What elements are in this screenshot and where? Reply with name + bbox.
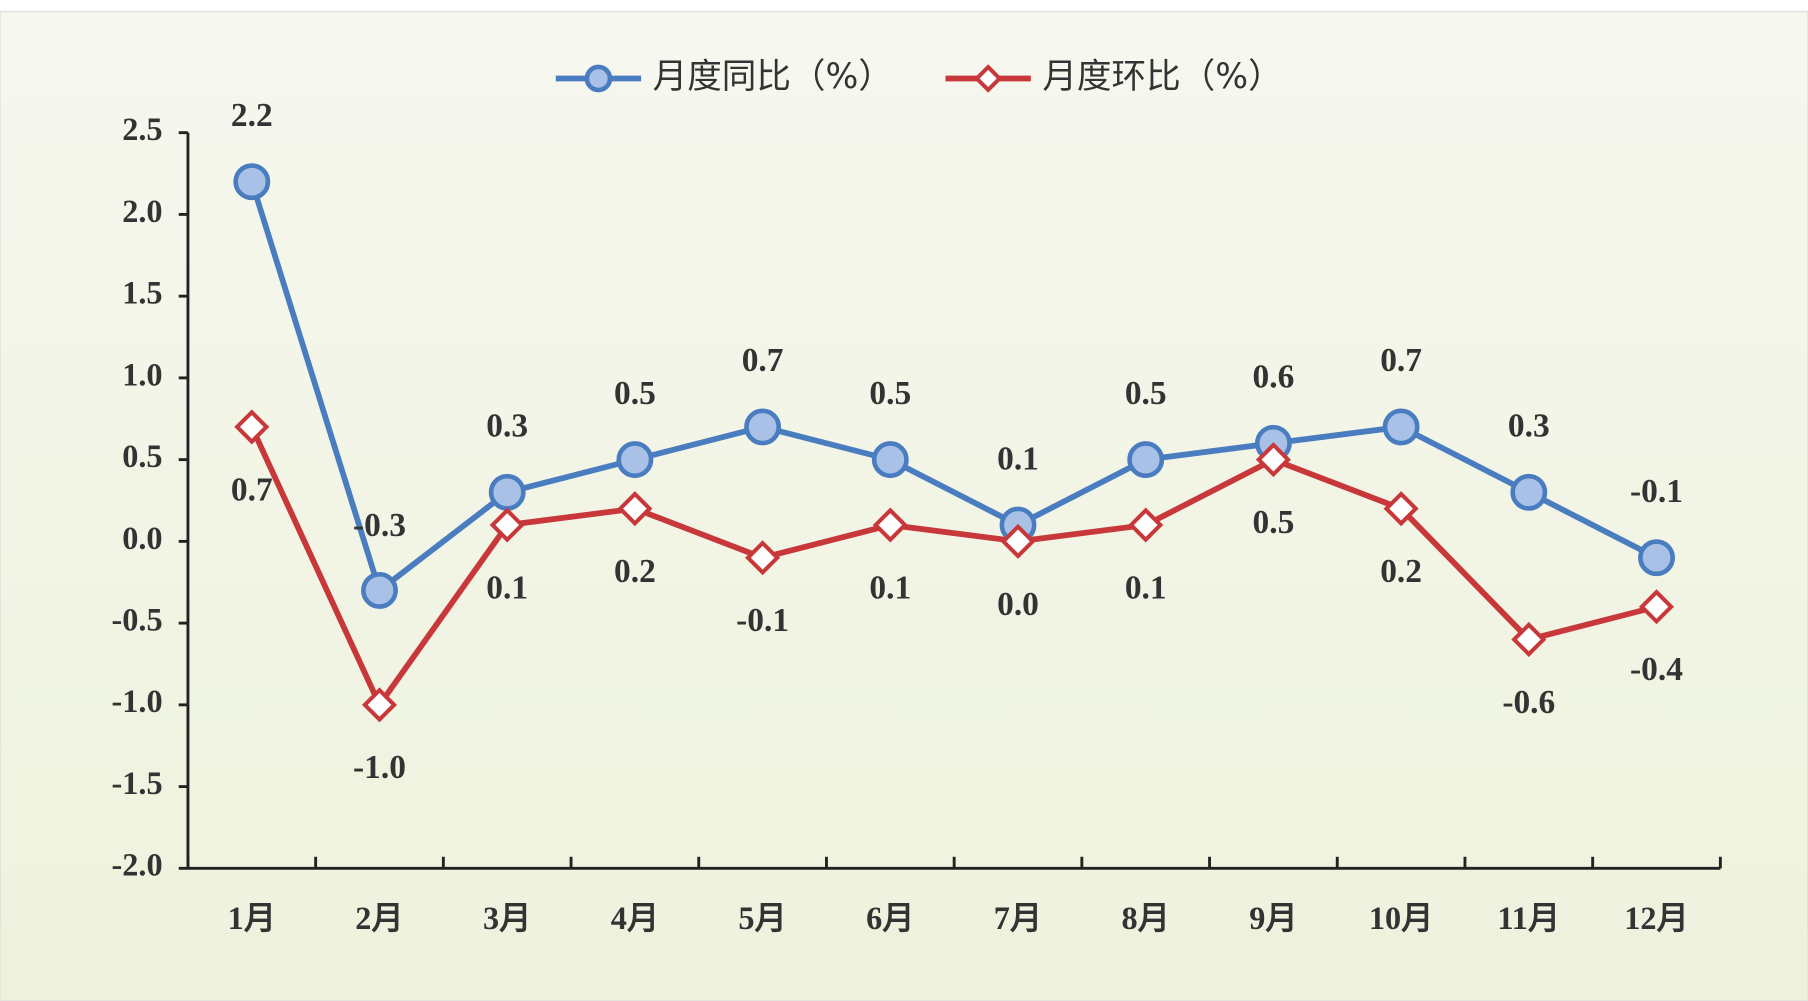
data-label: 0.0 <box>997 586 1039 623</box>
x-tick-label: 8月 <box>1122 900 1170 936</box>
legend-label: 月度同比（%） <box>653 57 893 97</box>
data-point <box>1000 523 1036 559</box>
y-tick-label: 2.0 <box>122 193 162 229</box>
data-label: 0.3 <box>486 408 528 445</box>
x-tick-label: 5月 <box>738 900 786 936</box>
x-tick-label: 2月 <box>355 900 403 936</box>
data-label: -1.0 <box>353 749 406 786</box>
data-point <box>234 409 270 445</box>
x-tick-label: 12月 <box>1624 900 1689 936</box>
y-tick-label: -2.0 <box>112 847 163 883</box>
data-point <box>1511 621 1547 657</box>
data-point <box>488 473 526 511</box>
data-point <box>489 507 525 543</box>
data-point <box>361 687 398 723</box>
data-label: 0.7 <box>1380 342 1422 379</box>
data-label: 0.2 <box>614 553 656 590</box>
y-tick-label: -1.0 <box>112 683 163 719</box>
data-label: 0.2 <box>1380 553 1422 590</box>
data-point <box>617 491 653 527</box>
data-point <box>1638 589 1675 625</box>
data-label: 0.5 <box>1125 375 1167 412</box>
data-label: 0.1 <box>1125 569 1167 606</box>
data-label: 0.5 <box>869 375 911 412</box>
legend-marker <box>973 64 1003 93</box>
data-label: -0.1 <box>1630 473 1683 510</box>
x-tick-label: 4月 <box>611 900 659 936</box>
x-tick-label: 1月 <box>228 900 276 936</box>
data-point <box>1510 473 1548 511</box>
x-tick-label: 10月 <box>1369 900 1434 936</box>
data-label: 0.1 <box>997 440 1039 477</box>
data-label: 0.1 <box>486 569 528 606</box>
data-label: 0.5 <box>1253 504 1295 541</box>
data-label: 0.1 <box>869 569 911 606</box>
data-label: 0.6 <box>1253 359 1295 396</box>
x-tick-label: 11月 <box>1497 900 1560 936</box>
data-point <box>871 441 909 479</box>
data-label: 0.7 <box>742 342 784 379</box>
y-tick-label: -0.5 <box>112 602 163 638</box>
y-tick-label: -1.5 <box>112 765 163 801</box>
data-label: 0.5 <box>614 375 656 412</box>
series-line <box>249 425 1658 708</box>
data-point <box>745 540 781 576</box>
x-tick-label: 6月 <box>866 900 914 936</box>
data-label: 0.7 <box>231 471 273 508</box>
y-tick-label: 1.5 <box>122 275 162 311</box>
x-tick-label: 7月 <box>994 900 1042 936</box>
data-point <box>616 441 654 479</box>
y-tick-label: 0.0 <box>122 520 162 556</box>
data-point <box>1127 441 1165 479</box>
data-point <box>1638 539 1675 577</box>
data-point <box>1383 491 1419 527</box>
legend-label: 月度环比（%） <box>1042 57 1282 97</box>
data-label: -0.4 <box>1630 651 1683 688</box>
data-point <box>1128 507 1164 543</box>
x-tick-label: 9月 <box>1249 900 1297 936</box>
data-label: 2.2 <box>231 97 273 134</box>
x-tick-label: 3月 <box>483 900 531 936</box>
data-label: -0.3 <box>353 507 406 544</box>
y-tick-label: 0.5 <box>122 438 162 474</box>
legend-marker <box>584 64 613 93</box>
series-line <box>249 180 1658 594</box>
y-tick-label: 1.0 <box>122 356 162 392</box>
data-point <box>872 507 908 543</box>
data-label: -0.6 <box>1502 684 1555 721</box>
plot-background <box>0 11 1808 1001</box>
y-tick-label: 2.5 <box>122 111 162 147</box>
data-point <box>1382 408 1420 446</box>
data-label: 0.3 <box>1508 408 1550 445</box>
data-label: -0.1 <box>736 602 789 639</box>
data-point <box>1255 442 1291 478</box>
data-point <box>744 408 782 446</box>
data-point <box>361 571 398 609</box>
data-point <box>233 163 271 201</box>
